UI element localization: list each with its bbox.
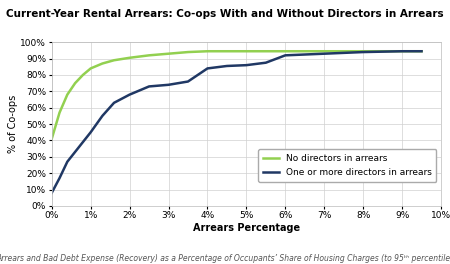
No directors in arrears	[49, 137, 54, 140]
No directors in arrears	[127, 56, 132, 59]
One or more directors in arrears	[283, 54, 288, 57]
One or more directors in arrears	[99, 114, 105, 117]
One or more directors in arrears	[419, 50, 424, 53]
No directors in arrears	[185, 50, 191, 54]
No directors in arrears	[72, 82, 78, 85]
No directors in arrears	[65, 93, 70, 96]
One or more directors in arrears	[49, 191, 54, 194]
Text: Arrears and Bad Debt Expense (Recovery) as a Percentage of Occupants’ Share of H: Arrears and Bad Debt Expense (Recovery) …	[0, 254, 450, 263]
No directors in arrears	[283, 50, 288, 53]
No directors in arrears	[244, 50, 249, 53]
One or more directors in arrears	[72, 150, 78, 153]
One or more directors in arrears	[400, 50, 405, 53]
No directors in arrears	[360, 50, 366, 53]
Line: One or more directors in arrears: One or more directors in arrears	[52, 51, 422, 193]
One or more directors in arrears	[360, 50, 366, 54]
No directors in arrears	[146, 54, 152, 57]
One or more directors in arrears	[166, 83, 171, 86]
Y-axis label: % of Co-ops: % of Co-ops	[8, 95, 18, 153]
No directors in arrears	[400, 50, 405, 53]
One or more directors in arrears	[185, 80, 191, 83]
Text: Current-Year Rental Arrears: Co-ops With and Without Directors in Arrears: Current-Year Rental Arrears: Co-ops With…	[6, 9, 444, 19]
No directors in arrears	[205, 50, 210, 53]
One or more directors in arrears	[88, 131, 94, 134]
One or more directors in arrears	[127, 93, 132, 96]
No directors in arrears	[321, 50, 327, 53]
One or more directors in arrears	[205, 67, 210, 70]
Legend: No directors in arrears, One or more directors in arrears: No directors in arrears, One or more dir…	[258, 149, 436, 182]
No directors in arrears	[57, 111, 62, 114]
No directors in arrears	[88, 67, 94, 70]
No directors in arrears	[166, 52, 171, 55]
One or more directors in arrears	[244, 64, 249, 67]
Line: No directors in arrears: No directors in arrears	[52, 51, 422, 139]
One or more directors in arrears	[224, 64, 230, 68]
One or more directors in arrears	[321, 52, 327, 55]
No directors in arrears	[419, 50, 424, 53]
One or more directors in arrears	[65, 160, 70, 163]
One or more directors in arrears	[80, 140, 86, 144]
No directors in arrears	[99, 62, 105, 65]
One or more directors in arrears	[57, 177, 62, 180]
X-axis label: Arrears Percentage: Arrears Percentage	[193, 223, 300, 233]
One or more directors in arrears	[263, 61, 269, 64]
No directors in arrears	[80, 73, 86, 77]
No directors in arrears	[111, 59, 117, 62]
One or more directors in arrears	[111, 101, 117, 104]
One or more directors in arrears	[146, 85, 152, 88]
